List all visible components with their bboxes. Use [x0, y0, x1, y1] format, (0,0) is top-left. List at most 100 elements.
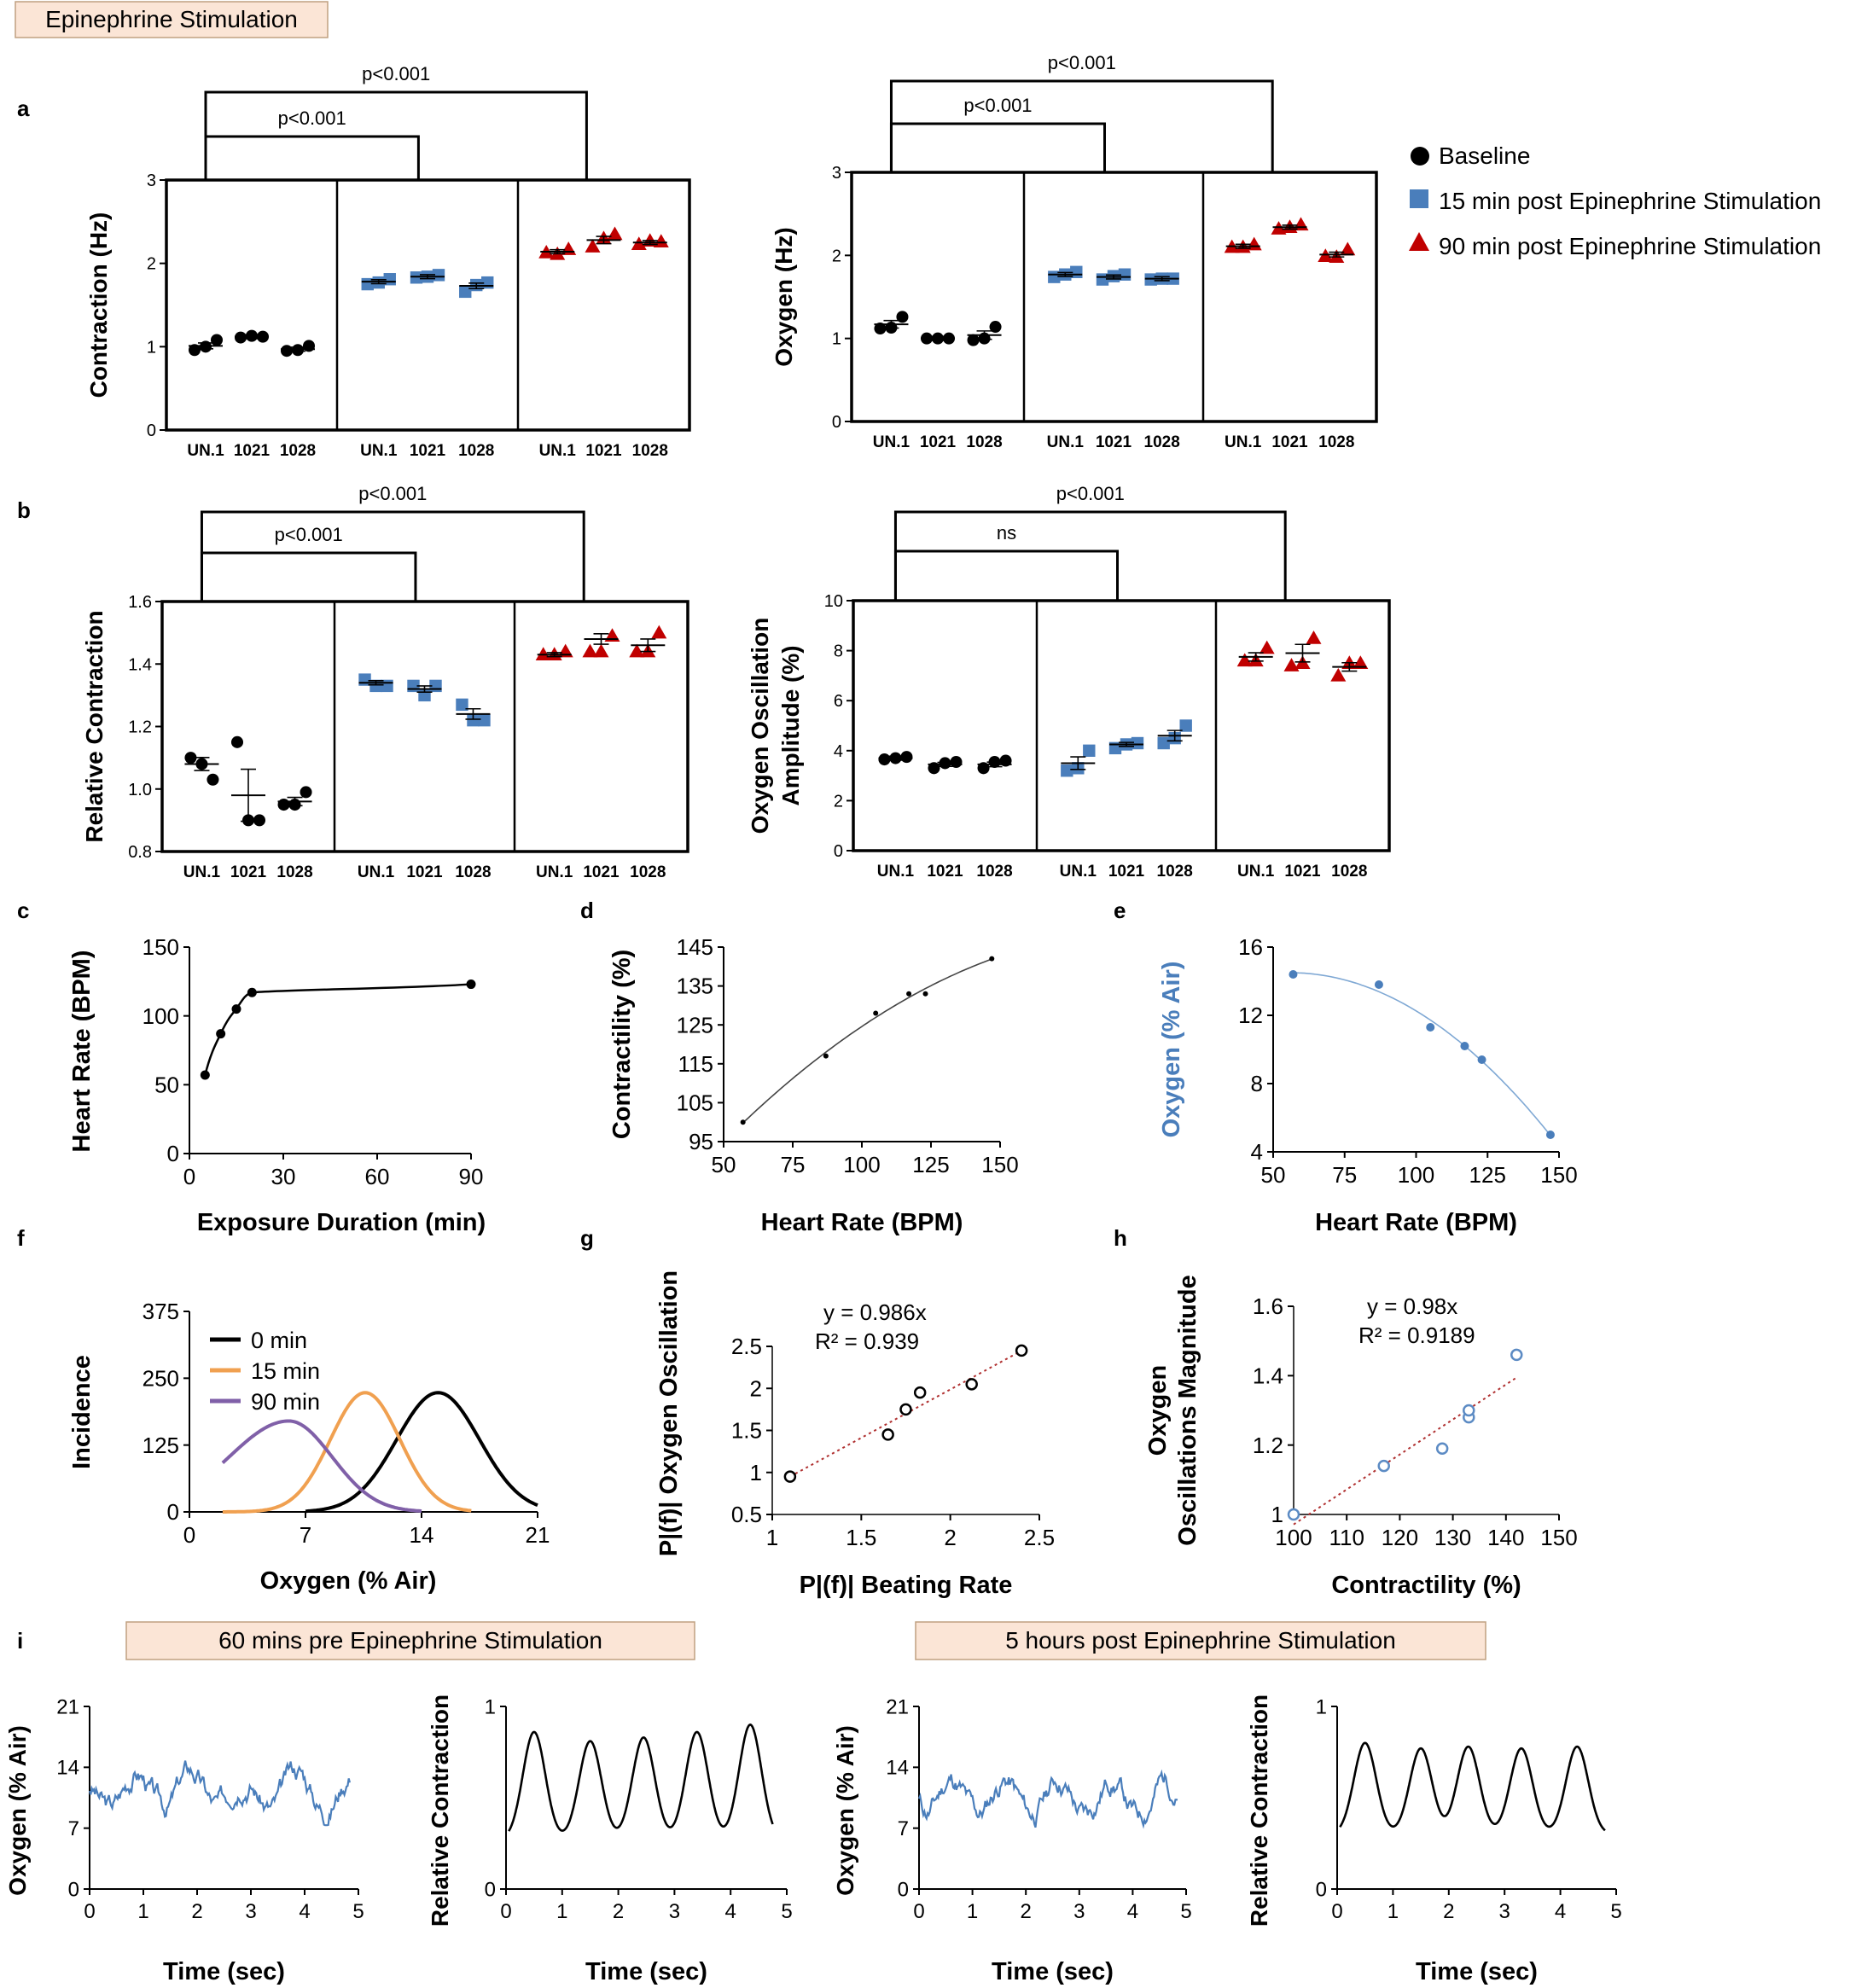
x-tick-label: 30	[271, 1164, 296, 1189]
y-tick-label: 12	[1238, 1003, 1263, 1028]
data-point	[967, 334, 980, 346]
trace-plot: 0 1 2 3 4 5 0 7 14 21 Time (sec) Oxygen (% Air)	[4, 1695, 364, 1985]
data-point	[607, 226, 623, 241]
trace-plot: 0 1 2 3 4 5 0 7 14 21 Time (sec) Oxygen (% Air)	[832, 1695, 1192, 1985]
x-group-label: UN.1	[360, 442, 398, 460]
x-axis-label: Time (sec)	[1416, 1958, 1538, 1985]
significance-label: p<0.001	[275, 524, 343, 545]
y-tick-label: 1.6	[128, 593, 152, 612]
plot-frame	[165, 178, 691, 432]
data-point	[1236, 653, 1253, 667]
y-tick-label: 145	[677, 934, 713, 960]
series-line	[204, 983, 472, 1076]
panel-h: 100 110 120 130 140 150 1 1.2 1.4 1.6 Contractilit…	[1144, 1275, 1578, 1599]
y-tick-label: 0.8	[128, 843, 152, 862]
x-tick-label: 90	[459, 1164, 484, 1189]
x-tick-label: 3	[669, 1900, 680, 1923]
y-axis-label: Oxygen	[1144, 1365, 1172, 1456]
y-axis-label: Oxygen (% Air)	[1158, 962, 1185, 1138]
y-axis-label: Relative Contraction	[1246, 1694, 1272, 1927]
legend-label-baseline: Baseline	[1439, 142, 1530, 169]
significance-label: p<0.001	[278, 108, 346, 129]
x-group-label: 1028	[966, 433, 1002, 451]
y-axis-label: Oxygen (% Air)	[832, 1725, 858, 1896]
x-tick-label: 0	[183, 1164, 195, 1189]
x-group-label: 1021	[410, 442, 446, 460]
x-tick-label: 2	[944, 1525, 956, 1550]
y-tick-label: 1.4	[1253, 1363, 1283, 1388]
oxygen-trace	[88, 1760, 351, 1827]
data-point	[277, 799, 290, 811]
significance-bracket	[893, 510, 1287, 601]
panel-label: i	[17, 1628, 23, 1654]
x-group-label: UN.1	[1237, 863, 1275, 881]
x-axis-label: Time (sec)	[585, 1958, 707, 1985]
oxygen-trace	[917, 1769, 1178, 1829]
header-label: 5 hours post Epinephrine Stimulation	[1005, 1627, 1396, 1654]
plot-frame	[850, 171, 1378, 423]
x-group-label: UN.1	[358, 863, 395, 881]
data-point	[1083, 744, 1096, 757]
y-tick-label: 100	[143, 1003, 179, 1029]
significance-bracket	[893, 549, 1119, 601]
data-point	[200, 1070, 210, 1080]
data-point	[585, 239, 601, 253]
data-point	[456, 698, 468, 712]
panel-a2: 0 1 2 3 Oxygen (Hz) UN.1 1021 1028 UN.1 1021 1028 U…	[771, 52, 1378, 451]
x-group-label: UN.1	[1047, 433, 1085, 451]
y-tick-label: 375	[143, 1299, 179, 1324]
data-point	[900, 751, 913, 764]
x-tick-label: 2	[1443, 1900, 1454, 1923]
x-tick-label: 50	[1261, 1162, 1286, 1188]
y-axis-label: Oxygen (% Air)	[4, 1725, 31, 1896]
x-group-label: 1021	[1271, 433, 1308, 451]
x-group-label: 1028	[1144, 433, 1180, 451]
legend: Baseline 15 min post Epinephrine Stimula…	[1409, 142, 1821, 259]
x-axis-label: Time (sec)	[992, 1958, 1114, 1985]
plot-frame	[852, 599, 1391, 852]
data-point	[989, 956, 995, 962]
data-point	[358, 673, 371, 686]
x-tick-label: 75	[781, 1152, 806, 1177]
data-point	[965, 1378, 978, 1391]
significance-label: p<0.001	[963, 95, 1032, 116]
data-point	[1545, 1131, 1555, 1139]
x-group-label: UN.1	[873, 433, 910, 451]
data-point	[253, 814, 266, 827]
r2-label: R² = 0.9189	[1358, 1322, 1475, 1348]
data-point	[1015, 1344, 1028, 1357]
data-point	[783, 1470, 797, 1483]
x-tick-label: 7	[300, 1522, 311, 1548]
y-tick-label: 0	[147, 421, 156, 440]
x-group-label: UN.1	[536, 863, 573, 881]
header-title: Epinephrine Stimulation	[45, 6, 298, 32]
header-label: 60 mins pre Epinephrine Stimulation	[218, 1627, 602, 1654]
y-tick-label: 0.5	[731, 1502, 762, 1527]
panel-label: a	[17, 96, 30, 121]
y-axis-label: Heart Rate (BPM)	[68, 950, 96, 1153]
x-group-label: 1021	[1096, 433, 1132, 451]
y-tick-label: 95	[689, 1129, 713, 1154]
data-point	[1340, 241, 1356, 256]
x-tick-label: 100	[1398, 1162, 1434, 1188]
data-point	[1463, 1404, 1475, 1417]
x-group-label: 1028	[276, 863, 312, 881]
equation-label: y = 0.986x	[823, 1299, 927, 1325]
y-tick-label: 1	[1271, 1502, 1283, 1527]
x-tick-label: 1	[556, 1900, 567, 1923]
data-point	[899, 1403, 912, 1416]
x-tick-label: 150	[1540, 1525, 1577, 1550]
data-point	[989, 321, 1002, 334]
data-point	[913, 1386, 927, 1399]
data-point	[1283, 658, 1300, 671]
x-tick-label: 150	[1540, 1162, 1577, 1188]
y-tick-label: 1	[147, 338, 156, 357]
y-tick-label: 14	[886, 1757, 909, 1780]
x-tick-label: 2.5	[1024, 1525, 1055, 1550]
x-tick-label: 5	[1610, 1900, 1621, 1923]
y-tick-label: 1	[832, 330, 841, 349]
x-group-label: 1021	[927, 863, 963, 881]
x-tick-label: 0	[500, 1900, 511, 1923]
x-axis-label: Heart Rate (BPM)	[761, 1209, 963, 1236]
panel-label: c	[17, 898, 29, 923]
